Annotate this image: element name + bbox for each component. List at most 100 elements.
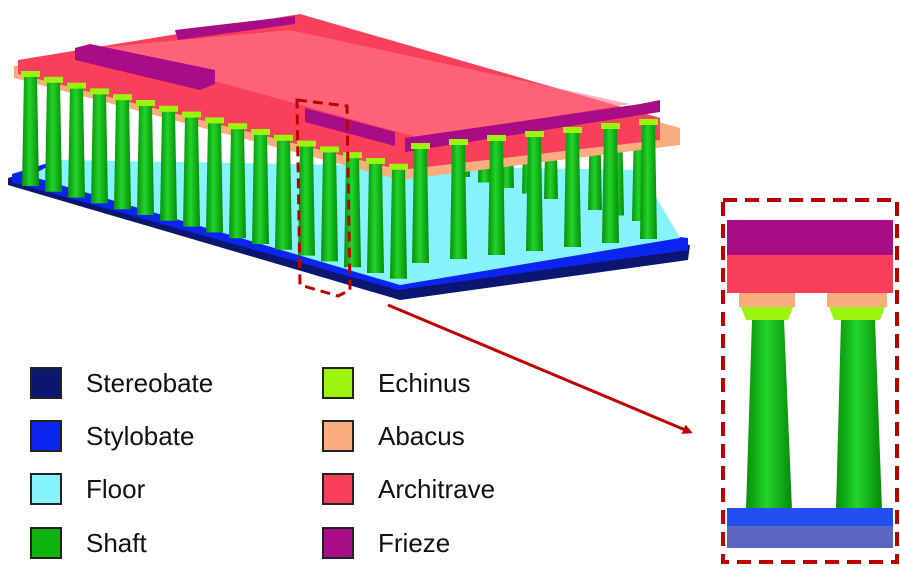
inset-shaft-left [746,320,792,510]
column [343,152,362,268]
column-echinus [389,163,408,170]
column-shaft [344,157,361,268]
column-shaft [602,128,619,243]
column-shaft [412,148,429,263]
column-echinus [90,88,109,95]
column-shaft [252,134,269,244]
inset-shaft-right [836,320,882,510]
legend-label-stereobate: Stereobate [86,367,214,398]
frieze-left [75,44,215,90]
front-column-row [21,71,658,279]
column [113,94,132,210]
legend-item-abacus: Abacus [322,420,465,452]
column-shaft [91,93,108,204]
column-shaft [137,105,154,215]
column [297,140,316,256]
column [182,111,201,227]
column-echinus [639,119,658,125]
column [389,163,408,279]
column-echinus [21,71,40,77]
legend-item-floor: Floor [30,473,145,505]
column-shaft [68,87,85,198]
column-shaft [367,163,384,273]
column-echinus [411,143,430,149]
inset-echinus-left [741,307,793,320]
legend-label-stylobate: Stylobate [86,420,195,451]
column-echinus [487,135,506,141]
column-echinus [67,82,86,89]
column-shaft [390,168,407,279]
highlight-region [295,98,352,298]
column [320,146,339,262]
legend-swatch-shaft [30,527,62,559]
column-shaft [321,151,338,262]
column [90,88,109,204]
column [639,119,658,239]
column-echinus [563,127,582,133]
inner-roof-opening [95,30,630,138]
column [251,129,270,244]
column [601,123,620,243]
column-shaft [526,136,543,251]
legend-label-echinus: Echinus [378,367,471,398]
column-echinus [449,139,468,145]
legend-swatch-frieze [322,527,354,559]
column [205,117,224,233]
column-shaft [229,128,246,239]
column [525,131,544,251]
column-shaft [45,81,62,192]
inset-abacus-right [827,293,887,307]
inset-echinus-right [829,307,885,320]
legend-item-architrave: Architrave [322,473,495,505]
column [159,105,178,221]
column-echinus [182,111,201,118]
column-echinus [343,152,362,159]
column [274,134,293,250]
legend-label-architrave: Architrave [378,473,496,504]
column-shaft [488,140,505,255]
column [67,82,86,198]
legend-label-shaft: Shaft [86,527,147,558]
column [449,139,468,259]
legend-item-echinus: Echinus [322,367,471,399]
frieze-top [175,16,295,40]
column [228,123,247,239]
legend-label-frieze: Frieze [378,527,451,558]
legend-swatch-stereobate [30,367,62,399]
column-echinus [366,158,385,164]
legend-item-stylobate: Stylobate [30,420,194,452]
column-shaft [298,145,315,256]
entablature [14,14,680,180]
inset-frieze [727,220,893,255]
column [136,100,155,215]
column-echinus [251,129,270,135]
column-echinus [274,134,293,141]
inset-stereobate [727,526,893,548]
column-echinus [113,94,132,101]
legend-item-stereobate: Stereobate [30,367,213,399]
column-echinus [205,117,224,124]
column [21,71,40,186]
zoom-arrow [387,303,693,434]
legend-swatch-stylobate [30,420,62,452]
column-echinus [297,140,316,147]
frieze-inner [305,108,395,146]
column-shaft [564,132,581,247]
column-echinus [601,123,620,129]
column-shaft [183,116,200,227]
legend-item-shaft: Shaft [30,527,147,559]
column-echinus [228,123,247,130]
legend-item-frieze: Frieze [322,527,450,559]
inset-stylobate [727,508,893,526]
column-shaft [22,76,39,186]
column-echinus [525,131,544,137]
inset-architrave [727,255,893,293]
column-echinus [136,100,155,106]
legend-swatch-echinus [322,367,354,399]
legend-swatch-architrave [322,473,354,505]
inset-abacus-left [739,293,795,307]
legend-label-abacus: Abacus [378,420,465,451]
column [487,135,506,255]
column-shaft [275,139,292,250]
